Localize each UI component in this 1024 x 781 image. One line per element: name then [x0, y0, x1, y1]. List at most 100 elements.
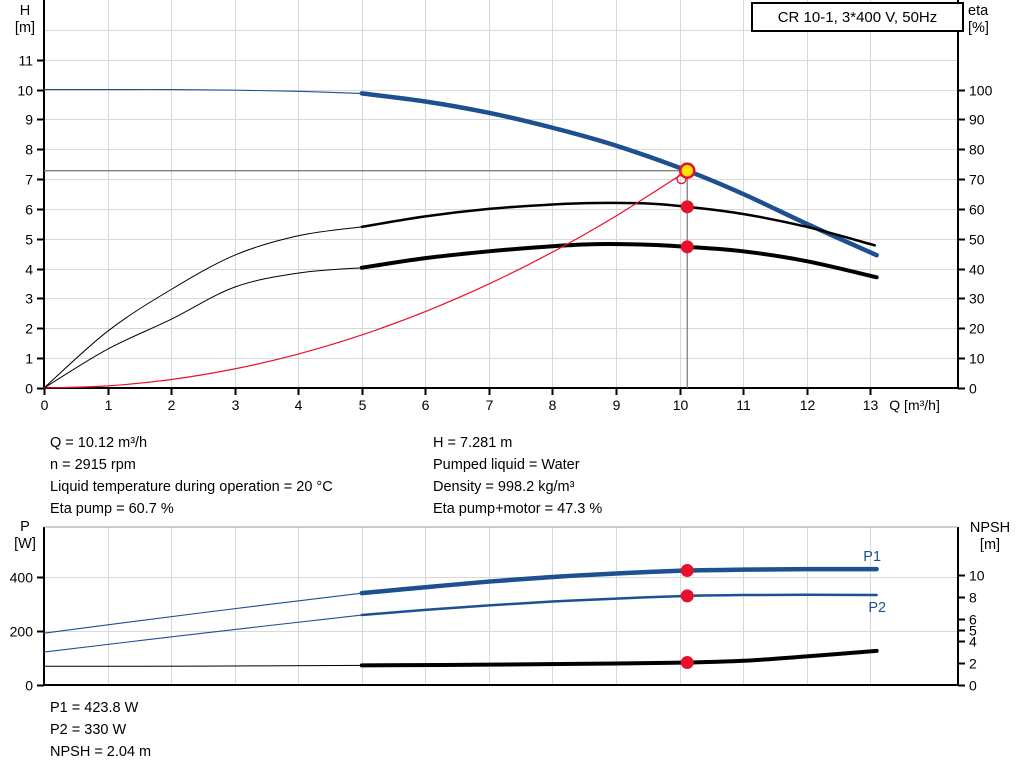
svg-text:3: 3	[25, 291, 33, 307]
svg-text:0: 0	[25, 381, 33, 397]
svg-text:2: 2	[25, 321, 33, 337]
svg-text:3: 3	[232, 397, 240, 413]
svg-text:6: 6	[422, 397, 430, 413]
svg-text:5: 5	[969, 623, 977, 639]
p2-duty-dot	[680, 589, 694, 603]
svg-text:200: 200	[10, 624, 34, 640]
power-results-block: P1 = 423.8 W P2 = 330 W NPSH = 2.04 m	[50, 697, 151, 763]
info-line: n = 2915 rpm	[50, 457, 136, 473]
eta-axis-label: eta [%]	[964, 3, 1008, 37]
svg-text:9: 9	[25, 112, 33, 128]
svg-text:1: 1	[25, 351, 33, 367]
svg-text:400: 400	[10, 570, 34, 586]
svg-text:7: 7	[486, 397, 494, 413]
curve-hq-thin	[43, 88, 363, 94]
info-line: Eta pump = 60.7 %	[50, 501, 174, 517]
svg-text:90: 90	[969, 112, 985, 128]
svg-text:60: 60	[969, 202, 985, 218]
tick-labels: 0 200 400 0 2 456 8 10	[10, 568, 985, 694]
curve-npsh	[359, 648, 879, 668]
power-axis-unit: [W]	[14, 536, 36, 552]
result-line: P1 = 423.8 W	[50, 700, 139, 716]
svg-text:2: 2	[969, 656, 977, 672]
svg-text:40: 40	[969, 262, 985, 278]
x-axis-unit-label: Q [m³/h]	[889, 397, 940, 413]
npsh-axis-symbol: NPSH	[969, 520, 1011, 536]
pump-title-text: CR 10-1, 3*400 V, 50Hz	[777, 8, 938, 26]
power-axis-label: P [W]	[6, 519, 44, 553]
info-line: Density = 998.2 kg/m³	[433, 479, 575, 495]
info-line: Pumped liquid = Water	[433, 457, 580, 473]
axes-frame	[43, 0, 959, 389]
info-line: H = 7.281 m	[433, 435, 513, 451]
svg-text:4: 4	[969, 634, 977, 650]
eta-axis-symbol: eta	[968, 3, 989, 19]
annotation-P1: P1	[863, 549, 881, 565]
svg-text:8: 8	[549, 397, 557, 413]
svg-text:100: 100	[969, 83, 993, 99]
p1-duty-dot	[680, 564, 694, 578]
svg-text:11: 11	[18, 53, 33, 69]
svg-text:6: 6	[25, 202, 33, 218]
svg-text:5: 5	[359, 397, 367, 413]
svg-text:0: 0	[969, 381, 977, 397]
svg-text:0: 0	[41, 397, 49, 413]
svg-text:5: 5	[25, 232, 33, 248]
info-line: Liquid temperature during operation = 20…	[50, 479, 333, 495]
svg-text:8: 8	[25, 142, 33, 158]
curve-hq	[359, 91, 879, 258]
curve-p1	[359, 566, 879, 596]
annotation-P2: P2	[868, 600, 886, 616]
eta-pump-motor-duty-dot	[680, 240, 694, 254]
svg-text:10: 10	[969, 351, 985, 367]
svg-text:80: 80	[969, 142, 985, 158]
curve-p1-thin	[43, 592, 363, 634]
svg-text:8: 8	[969, 590, 977, 606]
info-line: Q = 10.12 m³/h	[50, 435, 148, 451]
npsh-duty-dot	[680, 656, 694, 670]
head-axis-symbol: H	[19, 3, 31, 19]
curve-eta-pump-thin	[43, 226, 363, 389]
head-axis-unit: [m]	[14, 20, 36, 36]
axes-frame	[43, 526, 959, 686]
svg-text:9: 9	[613, 397, 621, 413]
eta-pump-duty-dot	[680, 200, 694, 214]
svg-text:0: 0	[969, 678, 977, 694]
pump-title-box: CR 10-1, 3*400 V, 50Hz	[751, 2, 964, 32]
svg-text:70: 70	[969, 172, 985, 188]
svg-text:50: 50	[969, 232, 985, 248]
svg-text:10: 10	[673, 397, 689, 413]
svg-text:30: 30	[969, 291, 985, 307]
curve-eta-pump	[360, 201, 876, 247]
svg-text:13: 13	[863, 397, 879, 413]
duty-info-left-column: Q = 10.12 m³/h n = 2915 rpm Liquid tempe…	[50, 432, 333, 520]
tick-marks	[37, 574, 965, 687]
curve-eta-pump-motor-thin	[43, 267, 363, 389]
head-axis-label: H [m]	[6, 3, 44, 37]
svg-text:7: 7	[25, 172, 33, 188]
curve-p2	[360, 593, 878, 617]
svg-text:1: 1	[105, 397, 113, 413]
svg-text:20: 20	[969, 321, 985, 337]
curve-npsh-thin	[43, 664, 363, 667]
result-line: P2 = 330 W	[50, 722, 127, 738]
curve-eta-pump-motor	[359, 242, 879, 280]
svg-text:4: 4	[25, 262, 33, 278]
duty-info-right-column: H = 7.281 m Pumped liquid = Water Densit…	[433, 432, 602, 520]
curve-p2-thin	[43, 614, 363, 653]
curve-system-curve	[43, 170, 688, 389]
svg-text:10: 10	[969, 568, 985, 584]
gridlines	[44, 527, 958, 685]
npsh-axis-unit: [m]	[979, 537, 1001, 553]
duty-point-marker[interactable]	[678, 162, 696, 179]
eta-axis-unit: [%]	[968, 20, 989, 36]
svg-text:4: 4	[295, 397, 303, 413]
svg-text:11: 11	[736, 397, 751, 413]
info-line: Eta pump+motor = 47.3 %	[433, 501, 603, 517]
svg-text:0: 0	[25, 678, 33, 694]
svg-text:10: 10	[17, 83, 33, 99]
